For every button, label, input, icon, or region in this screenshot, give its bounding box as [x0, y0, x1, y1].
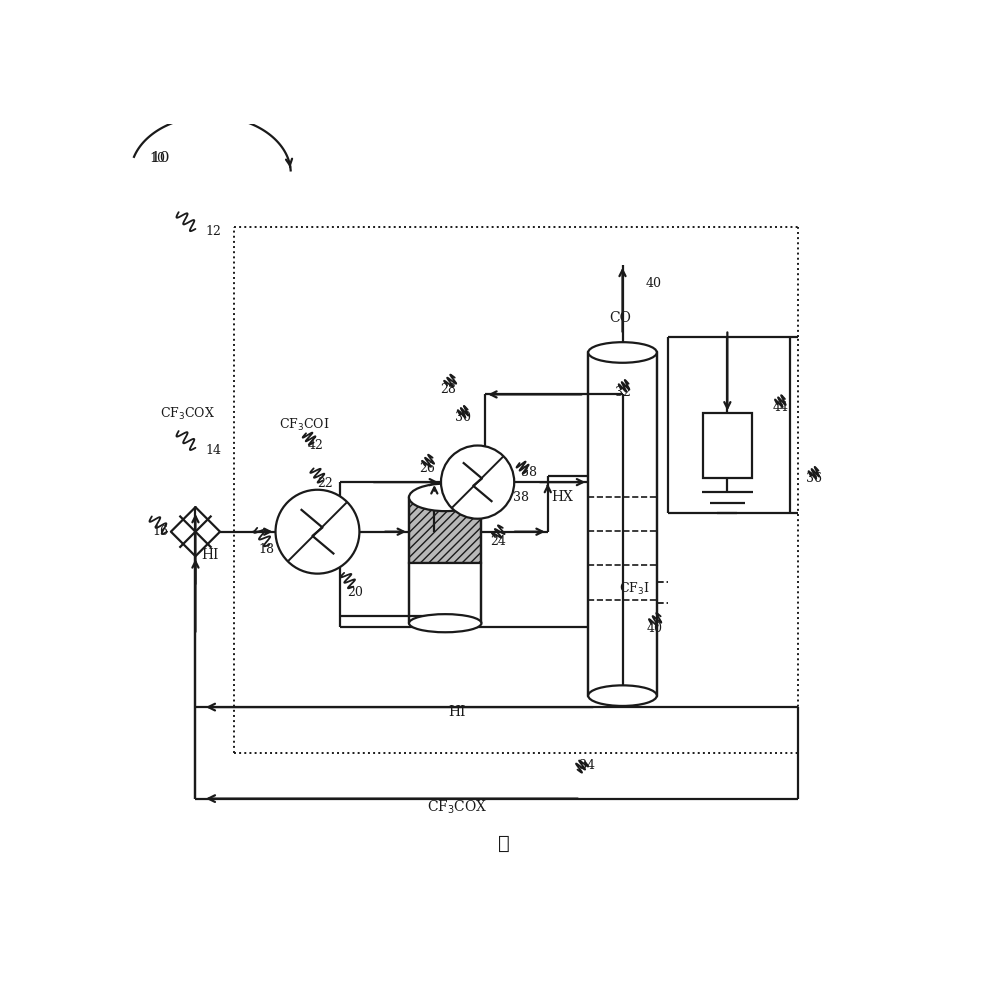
Text: CF$_3$I: CF$_3$I [619, 581, 649, 597]
Polygon shape [409, 563, 481, 623]
Text: 38: 38 [522, 466, 537, 479]
Text: HX: HX [552, 490, 574, 504]
Polygon shape [409, 497, 481, 563]
Text: CF$_3$COX: CF$_3$COX [427, 798, 487, 816]
Text: 32: 32 [615, 386, 631, 399]
Text: 38: 38 [514, 491, 529, 504]
Ellipse shape [409, 484, 481, 511]
Text: CF$_3$COX: CF$_3$COX [159, 405, 215, 422]
Text: 24: 24 [491, 535, 507, 548]
Text: 16: 16 [152, 525, 168, 538]
Ellipse shape [409, 614, 481, 632]
Text: HI: HI [449, 705, 465, 719]
Text: 34: 34 [579, 759, 595, 772]
Text: 40: 40 [646, 277, 661, 290]
Text: HI: HI [202, 548, 218, 562]
Text: 14: 14 [206, 444, 221, 457]
Polygon shape [588, 352, 657, 696]
Text: 28: 28 [440, 383, 457, 396]
Text: 22: 22 [318, 477, 334, 490]
Text: 10: 10 [150, 151, 169, 165]
Text: 42: 42 [308, 439, 324, 452]
Ellipse shape [588, 685, 657, 706]
Text: 36: 36 [806, 472, 822, 485]
Circle shape [276, 490, 359, 574]
Text: 图: 图 [499, 835, 510, 853]
Text: 30: 30 [455, 411, 470, 424]
Text: 10: 10 [150, 152, 165, 165]
Polygon shape [703, 413, 752, 478]
Text: 44: 44 [772, 401, 789, 414]
Text: 26: 26 [419, 462, 435, 475]
Text: CF$_3$COI: CF$_3$COI [279, 417, 330, 433]
Ellipse shape [588, 342, 657, 363]
Text: 20: 20 [347, 586, 363, 599]
Text: CO: CO [609, 311, 631, 325]
Text: 18: 18 [259, 543, 275, 556]
Circle shape [441, 446, 515, 519]
Text: 12: 12 [206, 225, 221, 238]
Text: 40: 40 [646, 622, 662, 635]
